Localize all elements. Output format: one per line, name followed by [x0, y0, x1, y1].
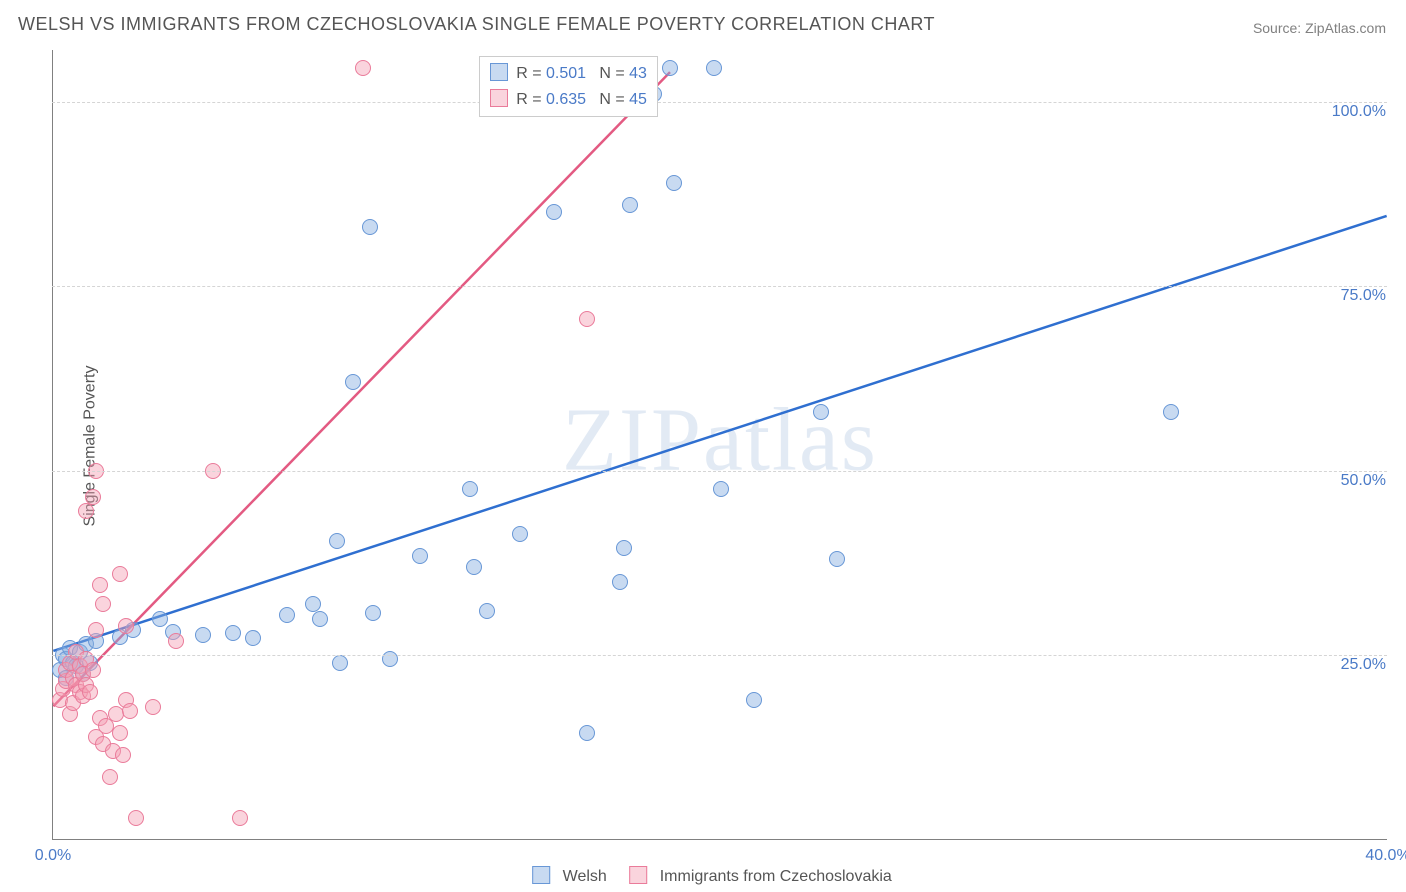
data-point-welsh [225, 625, 241, 641]
data-point-czech [102, 769, 118, 785]
data-point-czech [95, 596, 111, 612]
data-point-welsh [479, 603, 495, 619]
data-point-welsh [713, 481, 729, 497]
data-point-welsh [279, 607, 295, 623]
regression-line-czech [53, 72, 670, 706]
data-point-czech [85, 489, 101, 505]
data-point-welsh [362, 219, 378, 235]
data-point-welsh [512, 526, 528, 542]
chart-title: WELSH VS IMMIGRANTS FROM CZECHOSLOVAKIA … [18, 14, 935, 35]
data-point-czech [168, 633, 184, 649]
legend-swatch-czech [629, 866, 647, 884]
y-tick-label: 25.0% [1341, 656, 1386, 674]
data-point-welsh [329, 533, 345, 549]
data-point-czech [112, 566, 128, 582]
data-point-czech [355, 60, 371, 76]
data-point-czech [128, 810, 144, 826]
data-point-czech [232, 810, 248, 826]
data-point-welsh [245, 630, 261, 646]
legend-swatch-welsh [490, 63, 508, 81]
gridline-horizontal [52, 471, 1387, 472]
data-point-welsh [305, 596, 321, 612]
legend-n-value-czech: 45 [629, 91, 647, 108]
data-point-czech [579, 311, 595, 327]
regression-line-welsh [53, 216, 1386, 651]
gridline-horizontal [52, 286, 1387, 287]
data-point-welsh [612, 574, 628, 590]
data-point-welsh [382, 651, 398, 667]
legend-bottom: Welsh Immigrants from Czechoslovakia [514, 866, 892, 886]
data-point-welsh [1163, 404, 1179, 420]
data-point-czech [122, 703, 138, 719]
x-tick-label: 0.0% [35, 847, 71, 865]
legend-label-czech: Immigrants from Czechoslovakia [660, 868, 892, 885]
data-point-welsh [462, 481, 478, 497]
x-tick-label: 40.0% [1365, 847, 1406, 865]
plot-area: ZIPatlas 0.0%40.0% [52, 50, 1387, 840]
legend-r-value-czech: 0.635 [546, 91, 586, 108]
data-point-czech [118, 618, 134, 634]
data-point-welsh [332, 655, 348, 671]
data-point-welsh [813, 404, 829, 420]
data-point-welsh [412, 548, 428, 564]
data-point-welsh [746, 692, 762, 708]
legend-label-welsh: Welsh [563, 868, 607, 885]
y-tick-label: 100.0% [1332, 103, 1386, 121]
data-point-czech [88, 622, 104, 638]
gridline-horizontal [52, 102, 1387, 103]
data-point-welsh [662, 60, 678, 76]
legend-n-value-welsh: 43 [629, 65, 647, 82]
data-point-welsh [365, 605, 381, 621]
data-point-welsh [152, 611, 168, 627]
data-point-czech [85, 662, 101, 678]
data-point-welsh [706, 60, 722, 76]
source-attribution: Source: ZipAtlas.com [1253, 20, 1386, 36]
data-point-czech [78, 503, 94, 519]
legend-r-value-welsh: 0.501 [546, 65, 586, 82]
gridline-horizontal [52, 655, 1387, 656]
legend-top: R = 0.501 N = 43R = 0.635 N = 45 [479, 56, 658, 117]
data-point-czech [82, 684, 98, 700]
data-point-czech [92, 577, 108, 593]
legend-top-row-welsh: R = 0.501 N = 43 [490, 61, 647, 87]
y-tick-label: 75.0% [1341, 287, 1386, 305]
data-point-welsh [466, 559, 482, 575]
data-point-welsh [666, 175, 682, 191]
data-point-welsh [312, 611, 328, 627]
chart-svg-layer [53, 50, 1387, 839]
data-point-welsh [345, 374, 361, 390]
legend-n-label: N = [586, 65, 629, 82]
y-tick-label: 50.0% [1341, 472, 1386, 490]
data-point-welsh [546, 204, 562, 220]
data-point-welsh [622, 197, 638, 213]
data-point-welsh [579, 725, 595, 741]
data-point-welsh [195, 627, 211, 643]
data-point-czech [145, 699, 161, 715]
legend-swatch-welsh [532, 866, 550, 884]
legend-r-label: R = [516, 91, 546, 108]
data-point-welsh [829, 551, 845, 567]
data-point-czech [112, 725, 128, 741]
legend-r-label: R = [516, 65, 546, 82]
legend-top-row-czech: R = 0.635 N = 45 [490, 87, 647, 113]
legend-swatch-czech [490, 89, 508, 107]
legend-n-label: N = [586, 91, 629, 108]
data-point-czech [115, 747, 131, 763]
data-point-welsh [616, 540, 632, 556]
